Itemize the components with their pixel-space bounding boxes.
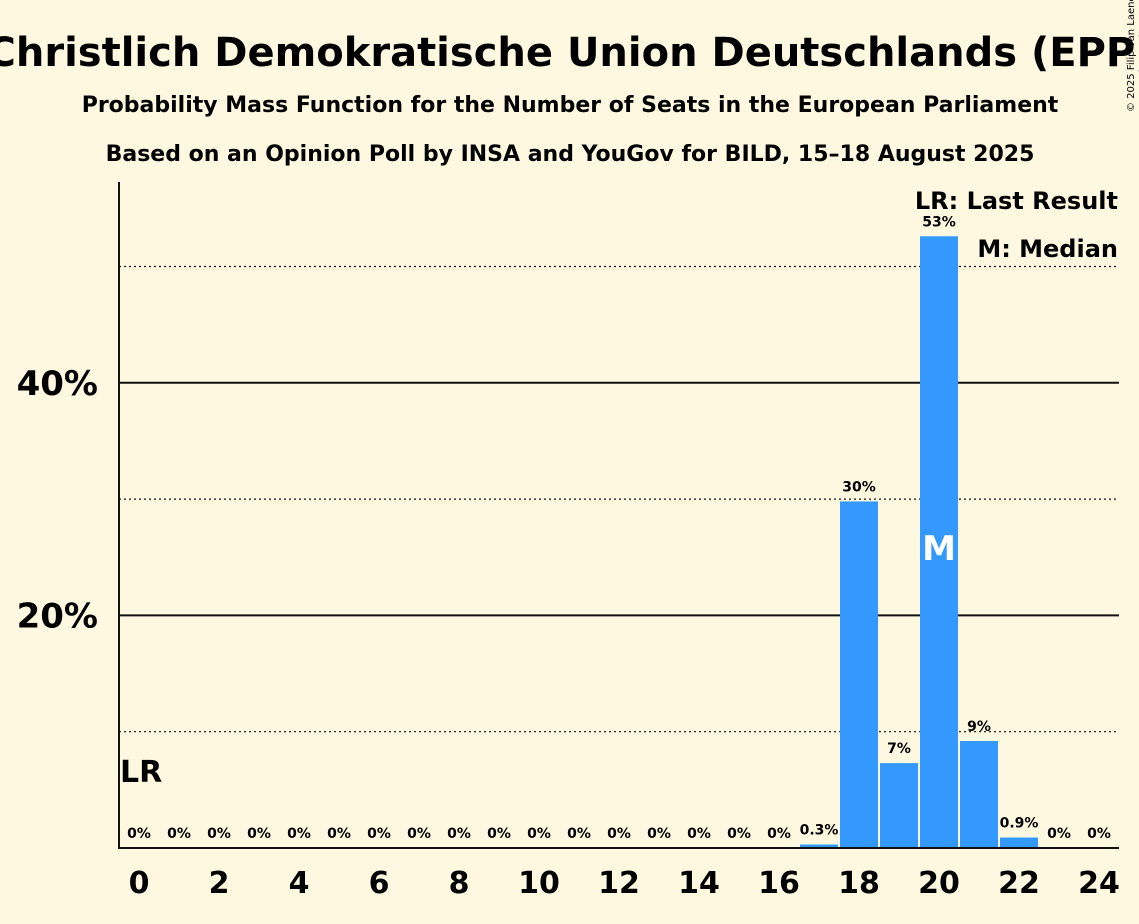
bar-21 (960, 741, 998, 848)
data-label-22: 0.9% (1000, 816, 1039, 832)
grid (119, 265, 1119, 733)
data-label-17: 0.3% (800, 823, 839, 839)
copyright: © 2025 Filip van Laenen (1126, 0, 1137, 112)
data-label-15: 0% (727, 826, 751, 842)
data-label-14: 0% (687, 826, 711, 842)
x-tick-label: 22 (998, 866, 1040, 901)
x-tick-label: 10 (518, 866, 560, 901)
data-label-8: 0% (447, 826, 471, 842)
data-label-11: 0% (567, 826, 591, 842)
x-tick-label: 8 (449, 866, 470, 901)
x-tick-label: 20 (918, 866, 960, 901)
bar-18 (840, 501, 878, 848)
x-tick-label: 6 (369, 866, 390, 901)
data-label-18: 30% (842, 479, 876, 495)
x-tick-label: 0 (129, 866, 150, 901)
y-axis-ticks: 20% 40% (17, 364, 98, 637)
chart-subtitle-1: Probability Mass Function for the Number… (82, 93, 1059, 118)
x-tick-label: 2 (209, 866, 230, 901)
data-label-2: 0% (207, 826, 231, 842)
data-labels: 0% 0% 0% 0% 0% 0% 0% 0% 0% 0% 0% 0% 0% 0% 0% 0% 0% 0.3% 30… (127, 214, 1111, 842)
data-label-12: 0% (607, 826, 631, 842)
data-label-24: 0% (1087, 826, 1111, 842)
chart-title: Christlich Demokratische Union Deutschla… (0, 30, 1139, 76)
x-tick-label: 18 (838, 866, 880, 901)
data-label-5: 0% (327, 826, 351, 842)
chart-subtitle-2: Based on an Opinion Poll by INSA and You… (106, 142, 1035, 167)
x-tick-label: 24 (1078, 866, 1120, 901)
x-tick-label: 14 (678, 866, 720, 901)
x-tick-label: 4 (289, 866, 310, 901)
bar-17 (800, 844, 838, 848)
bar-22 (1000, 837, 1038, 848)
data-label-16: 0% (767, 826, 791, 842)
data-label-9: 0% (487, 826, 511, 842)
y-tick-label: 40% (17, 364, 98, 404)
data-label-23: 0% (1047, 826, 1071, 842)
data-label-20: 53% (922, 214, 956, 230)
legend-median: M: Median (977, 235, 1118, 263)
data-label-19: 7% (887, 741, 911, 757)
data-label-13: 0% (647, 826, 671, 842)
data-label-0: 0% (127, 826, 151, 842)
x-axis-ticks: 0 2 4 6 8 10 12 14 16 18 20 22 24 (129, 866, 1120, 901)
bar-19 (880, 763, 918, 848)
y-tick-label: 20% (17, 596, 98, 636)
legend-last-result: LR: Last Result (915, 187, 1118, 215)
data-label-6: 0% (367, 826, 391, 842)
last-result-marker: LR (120, 755, 162, 790)
x-tick-label: 12 (598, 866, 640, 901)
data-label-21: 9% (967, 719, 991, 735)
bars (800, 236, 1038, 849)
data-label-7: 0% (407, 826, 431, 842)
x-tick-label: 16 (758, 866, 800, 901)
bar-20 (920, 236, 958, 849)
data-label-4: 0% (287, 826, 311, 842)
median-marker: M (922, 529, 956, 569)
data-label-3: 0% (247, 826, 271, 842)
data-label-10: 0% (527, 826, 551, 842)
data-label-1: 0% (167, 826, 191, 842)
